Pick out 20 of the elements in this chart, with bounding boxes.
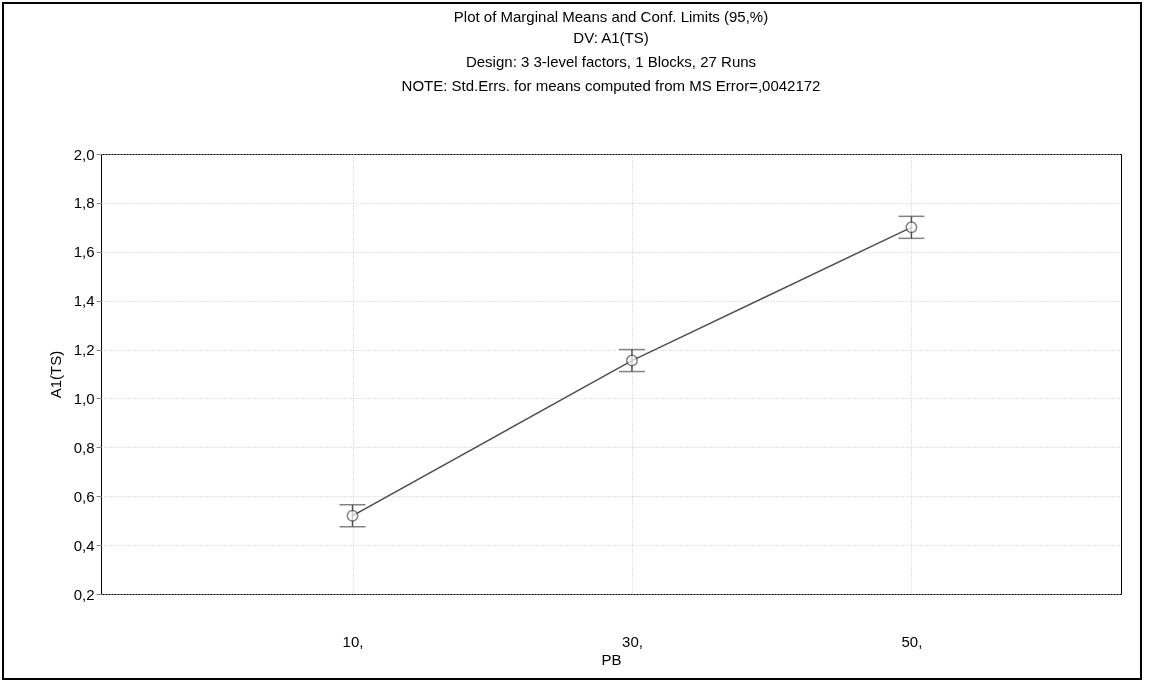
y-tick-label: 0,2 (73, 585, 95, 603)
y-axis-title: A1(TS) (46, 350, 64, 399)
x-axis-title: PB (601, 650, 622, 668)
y-tick-label: 1,4 (73, 292, 95, 310)
y-tick-label: 1,0 (73, 389, 95, 407)
point (905, 221, 918, 234)
y-tick-label: 1,2 (73, 341, 95, 359)
y-tick-label: 1,6 (73, 243, 95, 261)
x-tick-label: 50, (901, 632, 923, 650)
point (346, 509, 359, 522)
x-tick-label: 10, (342, 632, 364, 650)
y-tick-label: 1,8 (73, 194, 95, 212)
y-tick-label: 0,4 (73, 536, 95, 554)
chart-title: Plot of Marginal Means and Conf. Limits (95,%) (453, 8, 769, 25)
x-tick-label: 30, (622, 632, 643, 650)
y-tick-label: 0,6 (73, 487, 95, 505)
y-tick-label: 2,0 (73, 145, 95, 163)
point (625, 354, 638, 367)
chart-subtitle: DV: A1(TS) Design: 3 3-level factors, 1 Blocks, 27 Runs NOTE: Std.Errs. for means computed from MS Error=,0042172 (401, 29, 821, 94)
y-tick-label: 0,8 (73, 438, 95, 456)
